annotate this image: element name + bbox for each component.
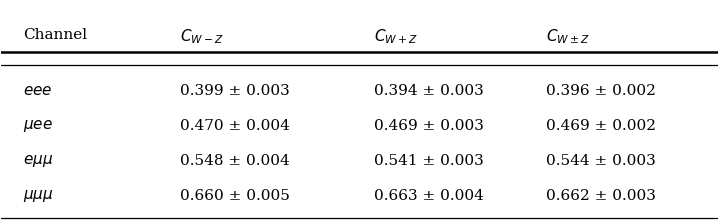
Text: $C_{W+Z}$: $C_{W+Z}$ (374, 28, 418, 46)
Text: 0.541 ± 0.003: 0.541 ± 0.003 (374, 155, 484, 168)
Text: $e\mu\mu$: $e\mu\mu$ (23, 153, 53, 169)
Text: $\mu\mu\mu$: $\mu\mu\mu$ (23, 188, 53, 204)
Text: 0.663 ± 0.004: 0.663 ± 0.004 (374, 190, 484, 204)
Text: 0.394 ± 0.003: 0.394 ± 0.003 (374, 84, 484, 98)
Text: Channel: Channel (23, 28, 87, 42)
Text: 0.469 ± 0.002: 0.469 ± 0.002 (546, 119, 656, 133)
Text: 0.662 ± 0.003: 0.662 ± 0.003 (546, 190, 656, 204)
Text: $C_{W-Z}$: $C_{W-Z}$ (180, 28, 224, 46)
Text: $C_{W\pm Z}$: $C_{W\pm Z}$ (546, 28, 590, 46)
Text: 0.548 ± 0.004: 0.548 ± 0.004 (180, 155, 290, 168)
Text: 0.470 ± 0.004: 0.470 ± 0.004 (180, 119, 290, 133)
Text: 0.660 ± 0.005: 0.660 ± 0.005 (180, 190, 290, 204)
Text: 0.469 ± 0.003: 0.469 ± 0.003 (374, 119, 484, 133)
Text: 0.399 ± 0.003: 0.399 ± 0.003 (180, 84, 290, 98)
Text: 0.544 ± 0.003: 0.544 ± 0.003 (546, 155, 656, 168)
Text: $eee$: $eee$ (23, 84, 52, 98)
Text: 0.396 ± 0.002: 0.396 ± 0.002 (546, 84, 656, 98)
Text: $\mu ee$: $\mu ee$ (23, 118, 53, 134)
